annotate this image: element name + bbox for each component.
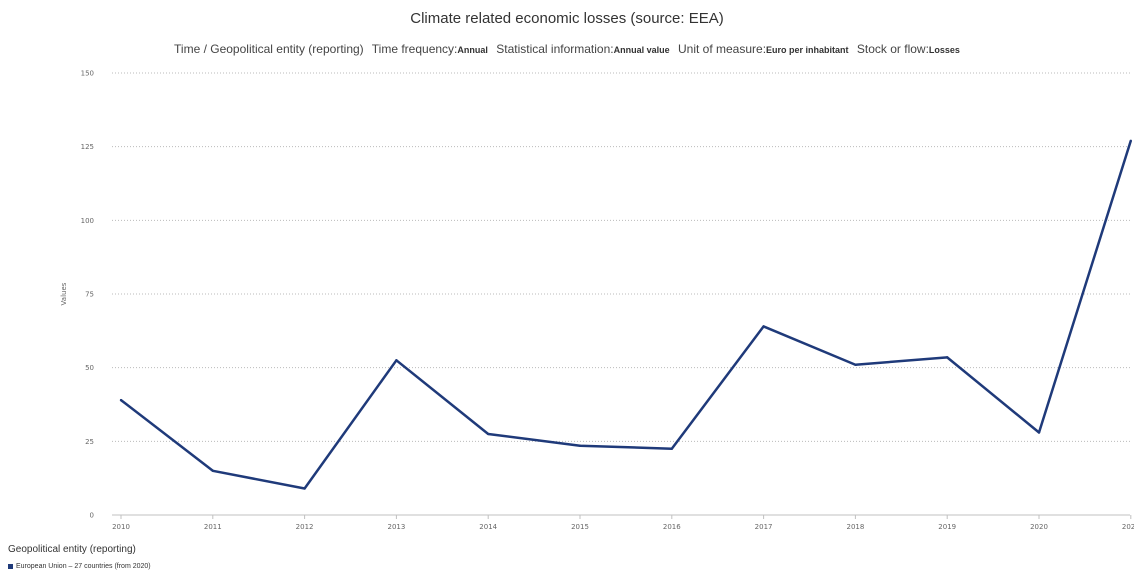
- subtitle-unit-label: Unit of measure:: [677, 42, 767, 56]
- subtitle-unit-value: Euro per inhabitant: [766, 45, 849, 55]
- data-point[interactable]: [119, 398, 123, 402]
- subtitle-statistical-info-label: Statistical information:: [496, 42, 614, 56]
- subtitle-stock-flow-value: Losses: [928, 45, 960, 55]
- data-point[interactable]: [854, 363, 857, 366]
- chart-title: Climate related economic losses (source:…: [410, 10, 724, 27]
- legend-swatch-square: [8, 564, 13, 569]
- x-tick-label: 2017: [755, 523, 773, 531]
- y-tick-label: 0: [90, 512, 94, 520]
- y-tick-label: 75: [85, 291, 94, 299]
- y-tick-label: 25: [85, 438, 94, 446]
- series-layer: [119, 139, 1133, 490]
- x-tick-label: 2011: [204, 523, 222, 531]
- x-tick-label: 2020: [1030, 523, 1048, 531]
- data-point[interactable]: [670, 447, 673, 450]
- chart-subtitle: Time / Geopolitical entity (reporting) T…: [0, 42, 1134, 56]
- series-line[interactable]: [120, 140, 1132, 490]
- data-point[interactable]: [487, 432, 490, 436]
- data-point[interactable]: [303, 487, 306, 490]
- x-tick-label: 2015: [571, 523, 589, 531]
- x-tick-label: 2018: [846, 523, 864, 531]
- x-tick-label: 2010: [112, 523, 130, 531]
- subtitle-dimension: Time / Geopolitical entity (reporting): [174, 42, 364, 56]
- y-tick-label: 100: [81, 217, 94, 225]
- x-tick-label: 2014: [479, 523, 497, 531]
- y-tick-label: 125: [81, 143, 94, 151]
- x-tick-label: 2016: [663, 523, 681, 531]
- x-tick-label: 2021: [1122, 523, 1134, 531]
- y-tick-label: 150: [81, 70, 94, 78]
- x-axis-ticks: 2010 2011 2012 2013 2014 2015 2016 2017 2018 2019…: [112, 515, 1134, 531]
- subtitle-stock-flow-label: Stock or flow:: [856, 42, 929, 56]
- x-tick-label: 2012: [296, 523, 314, 531]
- legend-item-eu27[interactable]: European Union – 27 countries (from 2020…: [8, 563, 151, 570]
- data-point[interactable]: [762, 325, 765, 328]
- subtitle-time-frequency-value: Annual: [457, 45, 488, 55]
- data-point[interactable]: [1129, 139, 1133, 142]
- data-point[interactable]: [395, 359, 398, 362]
- legend-item-label: European Union – 27 countries (from 2020…: [16, 563, 151, 570]
- x-tick-label: 2013: [387, 523, 405, 531]
- data-point[interactable]: [946, 356, 949, 359]
- y-axis-ticks: 0 25 50 75 100 125 150: [81, 70, 94, 520]
- subtitle-statistical-info-value: Annual value: [613, 45, 670, 55]
- y-tick-label: 50: [85, 364, 94, 372]
- data-point[interactable]: [1037, 431, 1041, 434]
- grid-lines: [112, 72, 1130, 516]
- data-point[interactable]: [211, 469, 214, 472]
- legend-title: Geopolitical entity (reporting): [8, 544, 136, 555]
- data-point[interactable]: [578, 444, 582, 447]
- subtitle-time-frequency-label: Time frequency:: [371, 42, 458, 56]
- y-axis-title: Values: [60, 282, 68, 305]
- x-tick-label: 2019: [938, 523, 956, 531]
